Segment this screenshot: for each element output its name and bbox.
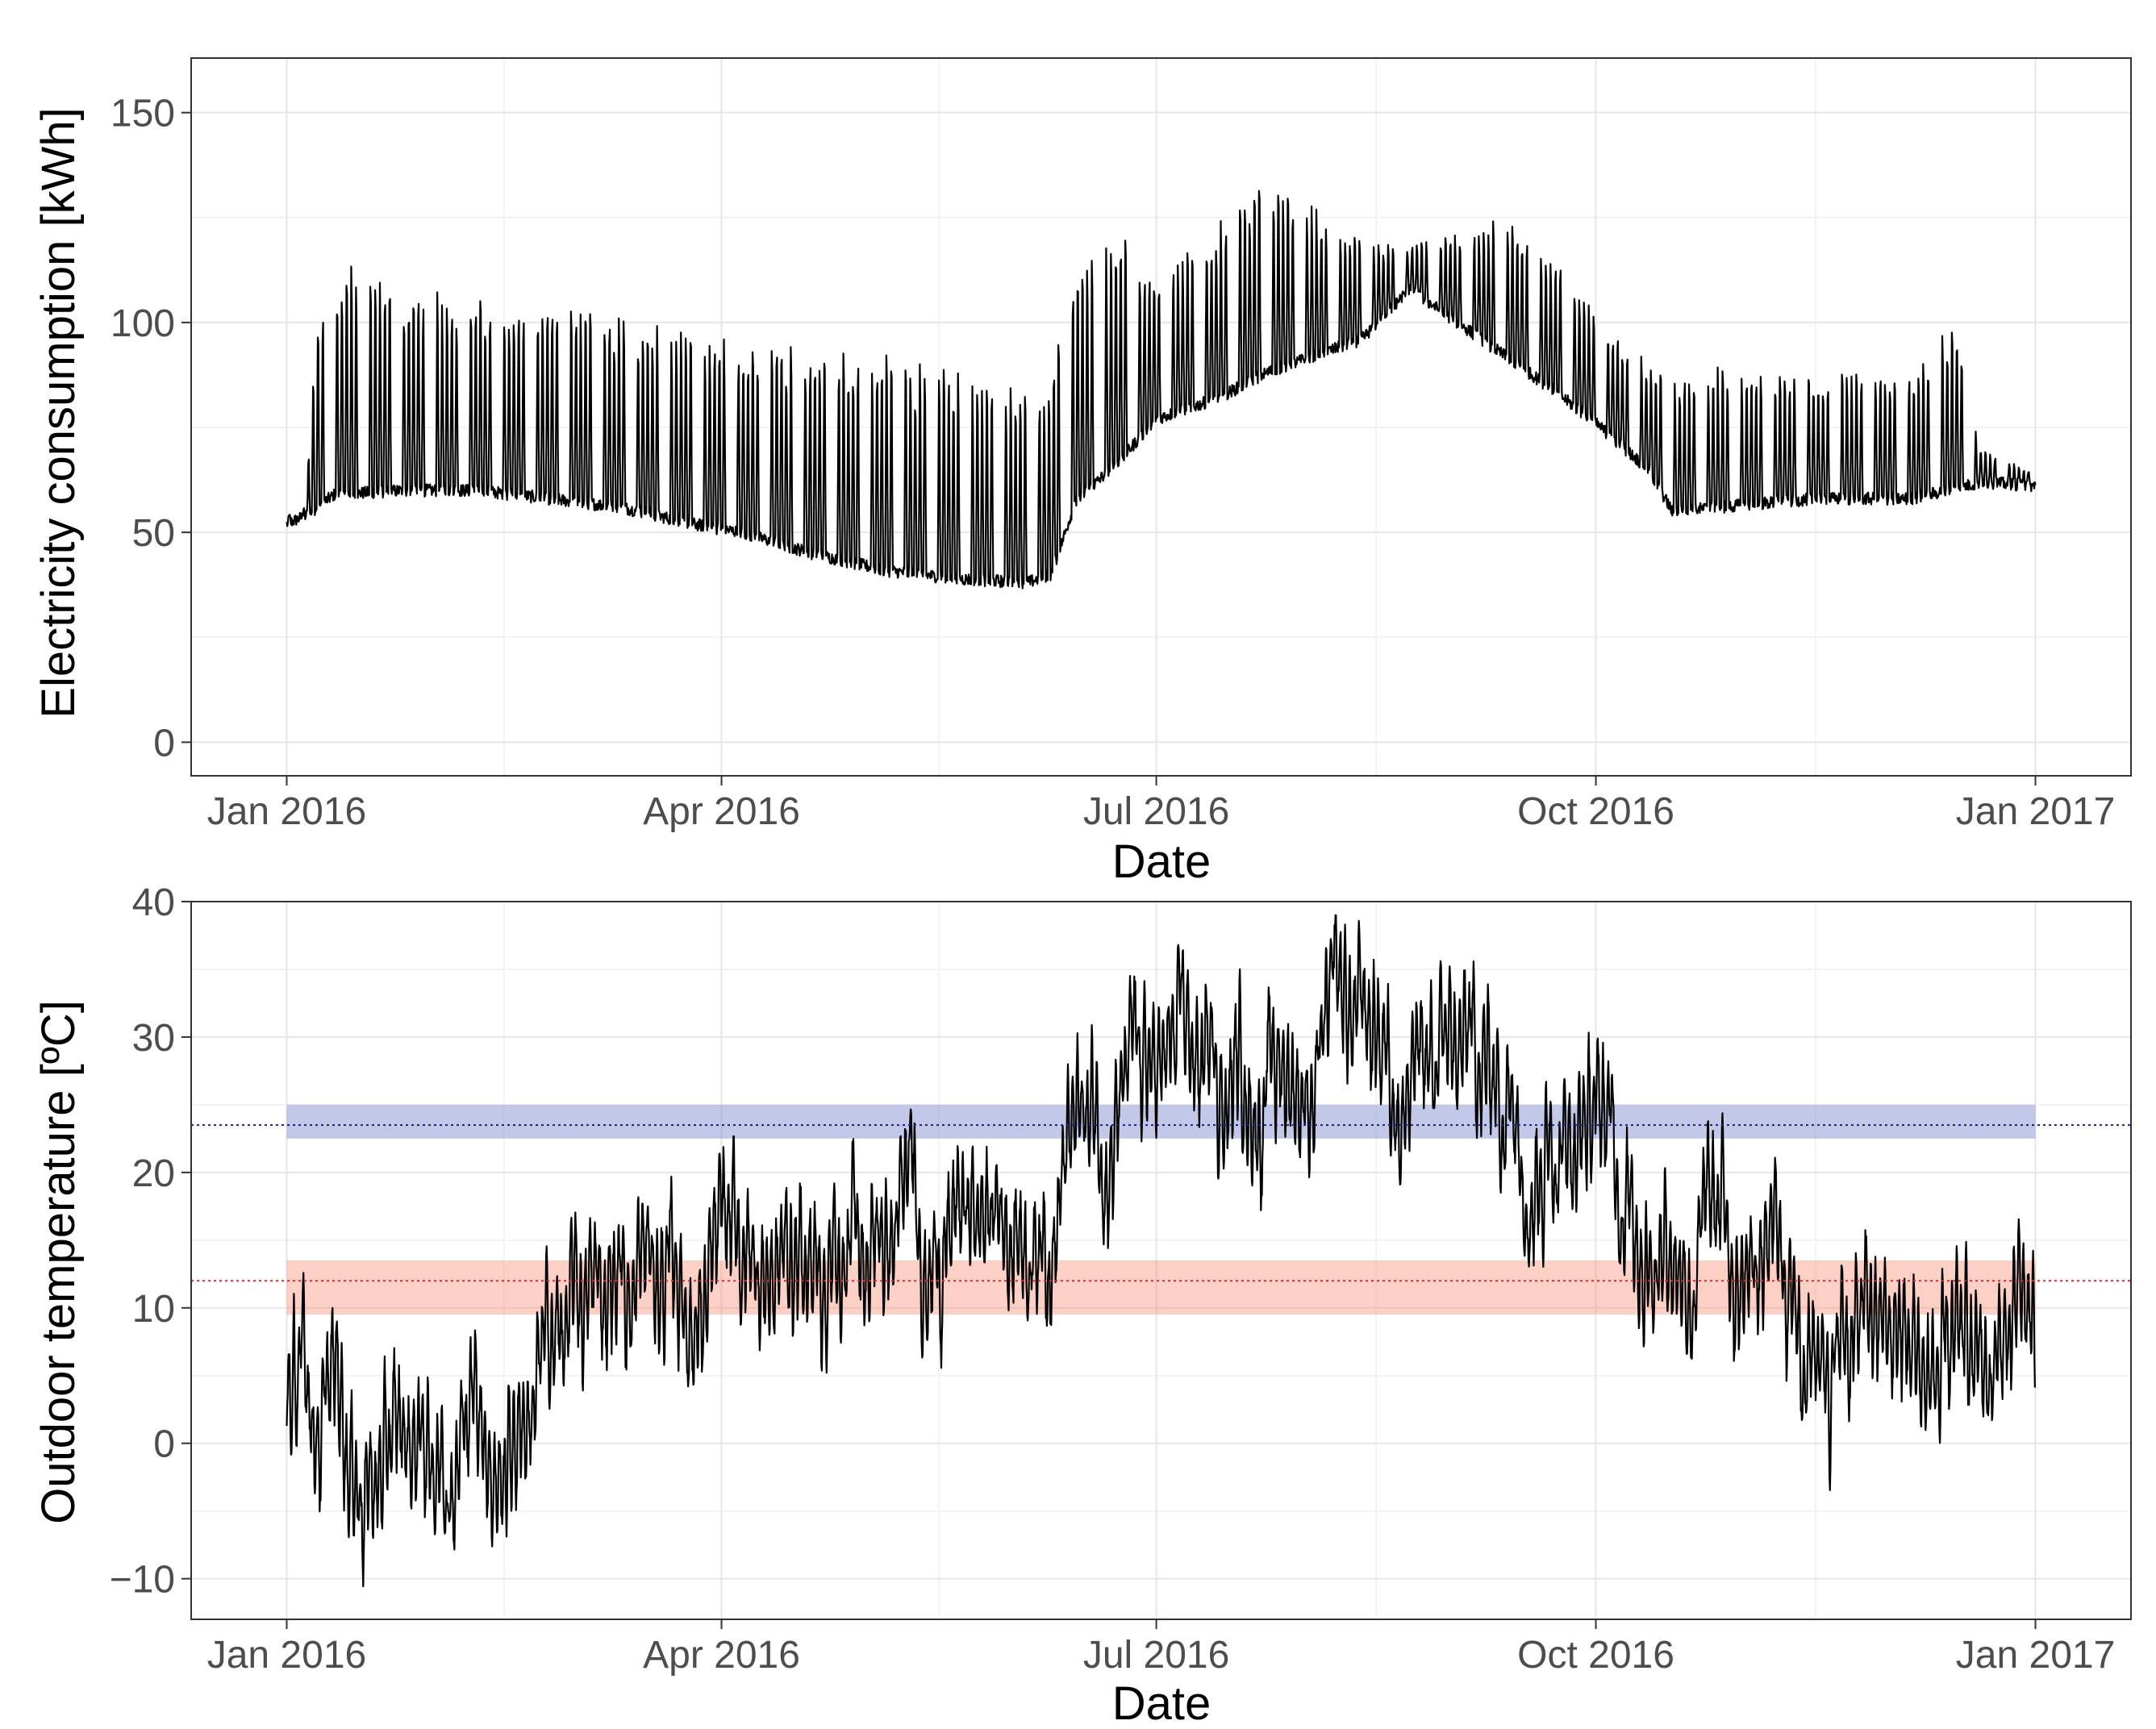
x-tick-label: Apr 2016 (643, 1634, 800, 1677)
y-tick-label: 150 (111, 93, 175, 135)
temperature-plot-frame (190, 901, 2132, 1620)
x-tick-label: Jan 2016 (207, 790, 367, 833)
y-tick-label: 20 (132, 1152, 175, 1195)
temperature-x-axis-label: Date (1112, 1677, 1211, 1729)
temperature-reference-lines (191, 1124, 2131, 1282)
x-tick-label: Jan 2017 (1956, 790, 2116, 833)
electricity-x-ticks: Jan 2016 Apr 2016 Jul 2016 Oct 2016 Jan 2017 (207, 776, 2116, 833)
electricity-x-axis-label: Date (1112, 835, 1211, 888)
panel-electricity: 0 50 100 150 Jan 2016 Apr 2016 Jul 2016 Oct 20… (32, 57, 2132, 888)
y-tick-label: 40 (132, 881, 175, 924)
x-tick-label: Jan 2016 (207, 1634, 367, 1677)
temperature-x-ticks: Jan 2016 Apr 2016 Jul 2016 Oct 2016 Jan 2017 (207, 1619, 2116, 1677)
y-tick-label: 30 (132, 1017, 175, 1060)
heating-band (286, 1260, 2036, 1315)
electricity-series-line (286, 190, 2037, 590)
x-tick-label: Oct 2016 (1517, 1634, 1674, 1677)
x-tick-label: Jul 2016 (1083, 1634, 1229, 1677)
temperature-y-ticks: −10 0 10 20 30 40 (110, 881, 191, 1602)
x-tick-label: Jan 2017 (1956, 1634, 2116, 1677)
electricity-y-axis-label: Electricity consumption [kWh] (32, 107, 85, 718)
electricity-plot-frame (190, 57, 2132, 777)
y-tick-label: 10 (132, 1288, 175, 1331)
x-tick-label: Jul 2016 (1083, 790, 1229, 833)
y-tick-label: 0 (153, 722, 175, 765)
y-tick-label: −10 (110, 1559, 175, 1602)
panel-temperature: −10 0 10 20 30 40 Jan 2016 Apr 2016 Jul 2016 Oct… (32, 881, 2132, 1729)
y-tick-label: 0 (153, 1423, 175, 1466)
cooling-band (286, 1104, 2036, 1139)
x-tick-label: Oct 2016 (1517, 790, 1674, 833)
y-tick-label: 50 (132, 512, 175, 555)
x-tick-label: Apr 2016 (643, 790, 800, 833)
y-tick-label: 100 (111, 302, 175, 345)
temperature-series-line (286, 914, 2036, 1588)
electricity-y-ticks: 0 50 100 150 (111, 93, 191, 765)
temperature-y-axis-label: Outdoor temperature [ºC] (32, 1000, 85, 1524)
